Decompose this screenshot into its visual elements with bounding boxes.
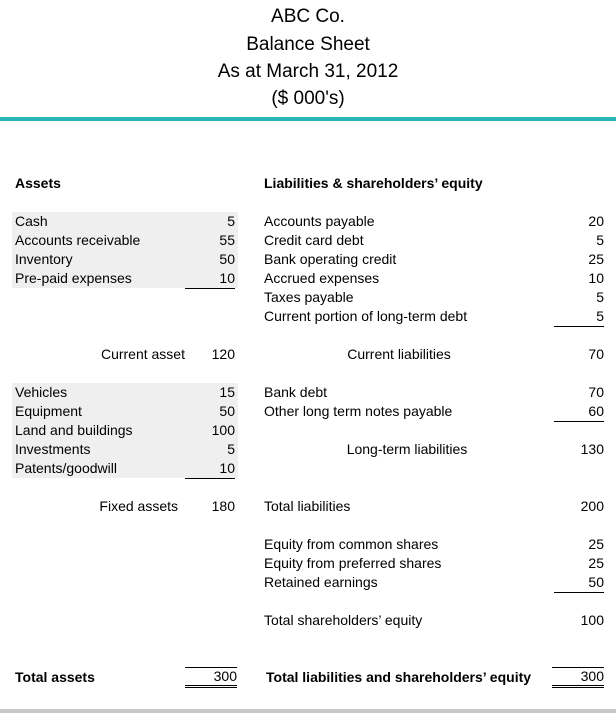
asset-label: Patents/goodwill <box>15 460 117 476</box>
assets-heading: Assets <box>15 175 61 191</box>
liability-label: Other long term notes payable <box>264 403 453 419</box>
asset-label: Vehicles <box>15 384 68 400</box>
liability-value: 5 <box>596 232 604 248</box>
equity-value: 50 <box>554 573 604 593</box>
fixed-assets-total-label: Fixed assets <box>99 498 178 514</box>
total-liabilities-equity-label: Total liabilities and shareholders’ equi… <box>266 669 532 685</box>
fixed-assets-total-value: 180 <box>211 498 235 514</box>
liability-label: Bank operating credit <box>264 251 397 267</box>
asset-value: 50 <box>219 403 235 419</box>
long-term-liabilities-total-value: 130 <box>580 441 604 457</box>
total-assets-value: 300 <box>185 667 237 688</box>
liability-value: 70 <box>588 384 604 400</box>
company-name: ABC Co. <box>271 6 345 27</box>
asset-label: Equipment <box>15 403 82 419</box>
asset-value: 10 <box>185 269 235 289</box>
liability-label: Accounts payable <box>264 213 375 229</box>
total-liabilities-equity-value: 300 <box>552 667 604 688</box>
asset-label: Inventory <box>15 251 73 267</box>
liability-label: Current portion of long-term debt <box>264 308 468 324</box>
liability-value: 60 <box>554 402 604 422</box>
liabilities-equity-heading: Liabilities & shareholders’ equity <box>264 175 483 191</box>
long-term-liabilities-total-label: Long-term liabilities <box>346 441 468 457</box>
current-assets-total-label: Current asset <box>100 346 185 362</box>
report-units: ($ 000's) <box>271 88 345 109</box>
liability-label: Accrued expenses <box>264 270 380 286</box>
liability-label: Taxes payable <box>264 289 354 305</box>
report-title: Balance Sheet <box>246 34 370 55</box>
liability-value: 25 <box>588 251 604 267</box>
equity-value: 25 <box>588 536 604 552</box>
current-liabilities-total-value: 70 <box>588 346 604 362</box>
footer-divider <box>0 709 616 713</box>
liability-label: Bank debt <box>264 384 328 400</box>
report-date: As at March 31, 2012 <box>217 61 399 82</box>
current-assets-shade <box>12 212 238 288</box>
liability-value: 10 <box>588 270 604 286</box>
liability-label: Credit card debt <box>264 232 364 248</box>
asset-value: 15 <box>219 384 235 400</box>
equity-value: 25 <box>588 555 604 571</box>
liability-value: 5 <box>554 307 604 327</box>
asset-value: 10 <box>185 459 235 479</box>
total-liabilities-label: Total liabilities <box>264 498 351 514</box>
asset-value: 55 <box>219 232 235 248</box>
asset-value: 5 <box>227 213 235 229</box>
asset-label: Cash <box>15 213 48 229</box>
asset-value: 50 <box>219 251 235 267</box>
total-equity-label: Total shareholders’ equity <box>264 612 423 628</box>
total-assets-label: Total assets <box>15 669 95 685</box>
current-assets-total-value: 120 <box>211 346 235 362</box>
asset-label: Investments <box>15 441 91 457</box>
asset-label: Land and buildings <box>15 422 133 438</box>
equity-label: Retained earnings <box>264 574 378 590</box>
asset-label: Accounts receivable <box>15 232 141 248</box>
liability-value: 5 <box>596 289 604 305</box>
liability-value: 20 <box>588 213 604 229</box>
asset-value: 5 <box>227 441 235 457</box>
fixed-assets-shade <box>12 383 238 478</box>
asset-label: Pre-paid expenses <box>15 270 132 286</box>
equity-label: Equity from common shares <box>264 536 439 552</box>
asset-value: 100 <box>211 422 235 438</box>
equity-label: Equity from preferred shares <box>264 555 442 571</box>
header-divider <box>0 117 616 121</box>
total-equity-value: 100 <box>580 612 604 628</box>
current-liabilities-total-label: Current liabilities <box>347 346 451 362</box>
total-liabilities-value: 200 <box>580 498 604 514</box>
